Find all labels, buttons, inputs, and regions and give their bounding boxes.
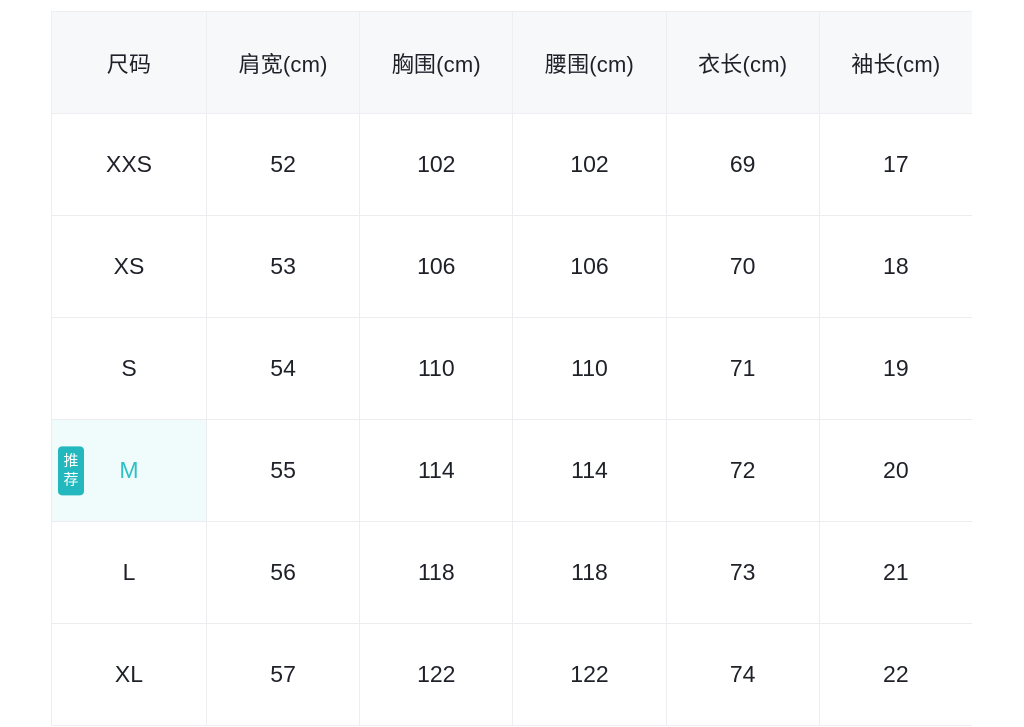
table-row[interactable]: 推 荐 XS 53 106 106 70 18 <box>51 215 972 318</box>
column-header-sleeve: 袖长(cm) <box>819 11 972 114</box>
cell-size: 推 荐 XXS <box>51 113 207 216</box>
cell-waist: 118 <box>512 521 667 624</box>
cell-size: 推 荐 L <box>51 521 207 624</box>
size-label: XL <box>114 661 144 687</box>
cell-shoulder: 54 <box>206 317 361 420</box>
cell-bust: 118 <box>359 521 514 624</box>
size-chart-table-container: 尺码 肩宽(cm) 胸围(cm) 腰围(cm) 衣长(cm) 袖长(cm) 推 … <box>51 11 972 727</box>
table-row[interactable]: 推 荐 XL 57 122 122 74 22 <box>51 623 972 726</box>
cell-size: 推 荐 S <box>51 317 207 420</box>
size-chart-table: 尺码 肩宽(cm) 胸围(cm) 腰围(cm) 衣长(cm) 袖长(cm) 推 … <box>51 11 972 726</box>
column-header-bust: 胸围(cm) <box>359 11 514 114</box>
table-row-recommended[interactable]: 推 荐 M 55 114 114 72 20 <box>51 419 972 522</box>
table-row[interactable]: 推 荐 XXS 52 102 102 69 17 <box>51 113 972 216</box>
table-row[interactable]: 推 荐 S 54 110 110 71 19 <box>51 317 972 420</box>
cell-length: 70 <box>666 215 820 318</box>
size-label: M <box>119 457 139 483</box>
cell-waist: 110 <box>512 317 667 420</box>
cell-sleeve: 18 <box>819 215 972 318</box>
size-label: L <box>122 559 136 585</box>
column-header-size: 尺码 <box>51 11 207 114</box>
cell-sleeve: 20 <box>819 419 972 522</box>
cell-shoulder: 57 <box>206 623 361 726</box>
cell-bust: 114 <box>359 419 514 522</box>
cell-size: 推 荐 XS <box>51 215 207 318</box>
cell-waist: 106 <box>512 215 667 318</box>
recommended-badge-char-2: 荐 <box>63 471 79 488</box>
size-label: XS <box>113 253 145 279</box>
cell-sleeve: 22 <box>819 623 972 726</box>
column-header-shoulder: 肩宽(cm) <box>206 11 361 114</box>
cell-size: 推 荐 XL <box>51 623 207 726</box>
cell-length: 73 <box>666 521 820 624</box>
cell-length: 74 <box>666 623 820 726</box>
cell-waist: 102 <box>512 113 667 216</box>
recommended-badge-char-1: 推 <box>63 451 79 469</box>
column-header-waist: 腰围(cm) <box>512 11 667 114</box>
cell-waist: 122 <box>512 623 667 726</box>
cell-shoulder: 52 <box>206 113 361 216</box>
cell-length: 71 <box>666 317 820 420</box>
cell-bust: 106 <box>359 215 514 318</box>
cell-sleeve: 17 <box>819 113 972 216</box>
cell-bust: 102 <box>359 113 514 216</box>
column-header-length: 衣长(cm) <box>666 11 820 114</box>
size-label: S <box>121 355 137 381</box>
table-row[interactable]: 推 荐 L 56 118 118 73 21 <box>51 521 972 624</box>
cell-size: 推 荐 M <box>51 419 207 522</box>
cell-length: 69 <box>666 113 820 216</box>
table-body: 推 荐 XXS 52 102 102 69 17 推 荐 <box>51 113 972 726</box>
cell-shoulder: 56 <box>206 521 361 624</box>
recommended-badge: 推 荐 <box>58 445 84 496</box>
cell-length: 72 <box>666 419 820 522</box>
table-header-row: 尺码 肩宽(cm) 胸围(cm) 腰围(cm) 衣长(cm) 袖长(cm) <box>51 11 972 114</box>
cell-sleeve: 19 <box>819 317 972 420</box>
size-label: XXS <box>105 151 153 177</box>
cell-sleeve: 21 <box>819 521 972 624</box>
cell-bust: 122 <box>359 623 514 726</box>
cell-bust: 110 <box>359 317 514 420</box>
table-header: 尺码 肩宽(cm) 胸围(cm) 腰围(cm) 衣长(cm) 袖长(cm) <box>51 11 972 114</box>
cell-shoulder: 55 <box>206 419 361 522</box>
cell-waist: 114 <box>512 419 667 522</box>
cell-shoulder: 53 <box>206 215 361 318</box>
